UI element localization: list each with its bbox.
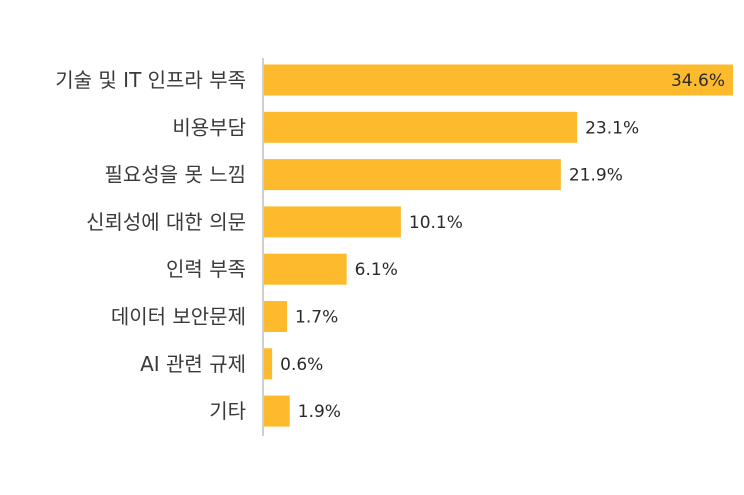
category-label: 비용부담 (172, 115, 246, 139)
bar (264, 159, 561, 191)
value-label: 21.9% (569, 166, 623, 186)
bar (264, 301, 288, 332)
value-label: 1.9% (298, 402, 341, 422)
category-label: 필요성을 못 느낌 (104, 163, 246, 187)
value-label: 6.1% (355, 260, 398, 280)
bar (264, 253, 347, 285)
category-label: 기타 (209, 399, 246, 423)
bar (264, 348, 273, 380)
value-label: 0.6% (280, 355, 323, 375)
value-label: 34.6% (671, 71, 725, 91)
bar (264, 111, 578, 143)
bar (264, 206, 401, 238)
value-label: 23.1% (585, 118, 639, 138)
category-label: 기술 및 IT 인프라 부족 (55, 68, 246, 92)
bar (264, 64, 733, 96)
category-label: 데이터 보안문제 (111, 305, 246, 329)
category-label: 신뢰성에 대한 의문 (86, 210, 246, 234)
bars-group (264, 64, 733, 427)
bar (264, 395, 290, 427)
value-labels: 34.6% 23.1% 21.9% 10.1% 6.1% 1.7% 0.6% 1.9% (280, 71, 725, 422)
category-label: 인력 부족 (166, 257, 246, 281)
value-label: 1.7% (295, 308, 338, 328)
category-label: AI 관련 규제 (140, 352, 246, 376)
value-label: 10.1% (409, 213, 463, 233)
